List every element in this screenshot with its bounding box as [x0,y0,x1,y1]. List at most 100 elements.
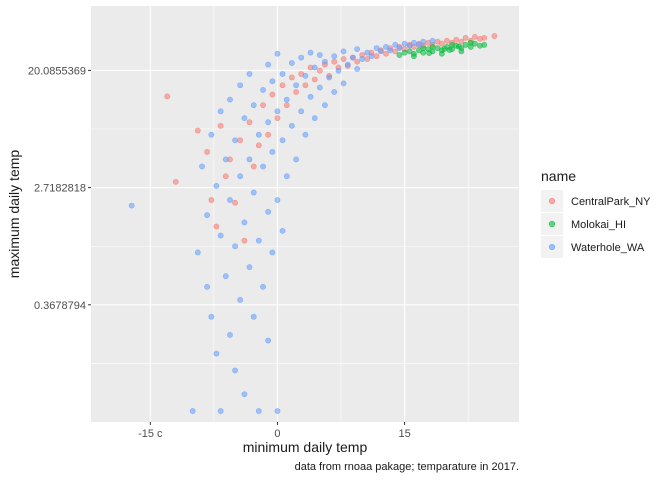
point-waterhole-wa [298,108,305,115]
point-centralpark-ny [491,33,498,39]
point-waterhole-wa [227,332,233,338]
point-waterhole-wa [208,131,215,138]
point-centralpark-ny [217,122,224,129]
y-tick-label: 20.0855369 [28,65,86,77]
point-waterhole-wa [250,102,257,109]
point-waterhole-wa [213,182,220,189]
point-molokai-hi [429,44,436,50]
point-waterhole-wa [260,163,266,170]
point-waterhole-wa [274,50,281,57]
point-molokai-hi [401,49,408,56]
point-waterhole-wa [288,122,295,129]
point-centralpark-ny [481,34,488,41]
point-centralpark-ny [354,58,361,65]
point-waterhole-wa [307,49,314,56]
point-centralpark-ny [293,89,300,95]
point-molokai-hi [438,50,445,57]
point-waterhole-wa [429,37,436,44]
point-waterhole-wa [307,93,314,100]
point-waterhole-wa [255,131,262,138]
point-centralpark-ny [208,197,215,203]
point-centralpark-ny [279,82,286,89]
point-waterhole-wa [204,283,211,290]
point-centralpark-ny [302,82,309,89]
point-waterhole-wa [241,391,248,398]
point-molokai-hi [481,41,488,48]
point-waterhole-wa [246,156,253,163]
point-waterhole-wa [311,64,318,71]
y-tick-label: 2.7182818 [34,183,86,195]
legend-key-swatch [548,220,556,228]
point-molokai-hi [426,50,433,56]
point-waterhole-wa [227,197,233,203]
point-waterhole-wa [237,82,244,89]
legend-label: Waterhole_WA [571,242,645,254]
point-centralpark-ny [283,102,290,109]
point-waterhole-wa [260,87,266,93]
point-molokai-hi [455,43,462,50]
point-waterhole-wa [387,47,394,54]
chart-caption: data from rnoaa pakage; temparature in 2… [295,461,519,473]
x-tick-label: 0 [274,428,280,440]
point-centralpark-ny [164,93,171,100]
legend-key-swatch [548,243,556,251]
point-waterhole-wa [189,408,196,414]
point-centralpark-ny [462,34,469,41]
point-waterhole-wa [232,367,238,374]
point-waterhole-wa [354,46,361,52]
point-centralpark-ny [246,119,253,126]
x-tick-label: -15 c [138,428,163,440]
point-waterhole-wa [237,297,244,303]
legend-item-waterhole-wa: Waterhole_WA [541,236,645,258]
point-centralpark-ny [260,102,266,109]
legend-label: Molokai_HI [571,219,626,231]
point-waterhole-wa [194,249,201,256]
point-centralpark-ny [265,131,272,138]
point-waterhole-wa [269,78,276,85]
point-molokai-hi [467,39,474,46]
point-waterhole-wa [213,350,220,357]
point-centralpark-ny [269,91,276,98]
point-waterhole-wa [401,40,408,47]
point-centralpark-ny [472,33,478,40]
point-molokai-hi [458,48,465,55]
point-waterhole-wa [340,48,347,55]
point-centralpark-ny [241,237,248,244]
x-tick-label: 15 [398,428,410,440]
point-molokai-hi [396,52,403,58]
point-waterhole-wa [227,96,233,103]
point-centralpark-ny [311,76,318,83]
point-waterhole-wa [283,96,290,103]
point-waterhole-wa [269,149,276,155]
point-waterhole-wa [246,71,253,77]
point-waterhole-wa [255,408,262,414]
point-waterhole-wa [204,212,211,219]
point-waterhole-wa [279,71,286,77]
point-waterhole-wa [232,243,238,250]
point-molokai-hi [441,45,448,52]
point-waterhole-wa [302,72,309,79]
point-waterhole-wa [250,189,257,196]
point-waterhole-wa [302,131,309,138]
point-centralpark-ny [255,142,262,149]
point-centralpark-ny [274,115,281,122]
major-gridlines [91,6,519,422]
y-tick-label: 0.3678794 [34,300,86,312]
point-centralpark-ny [316,67,323,74]
data-points [128,33,498,414]
point-waterhole-wa [232,137,238,144]
point-waterhole-wa [322,58,328,65]
point-waterhole-wa [335,67,342,74]
point-waterhole-wa [260,283,266,290]
point-waterhole-wa [237,173,244,180]
point-waterhole-wa [340,80,347,87]
point-waterhole-wa [396,45,403,51]
point-waterhole-wa [316,52,323,58]
x-axis-ticks: -15 c 0 15 [138,422,411,440]
point-molokai-hi [411,53,417,60]
point-waterhole-wa [406,42,413,49]
point-waterhole-wa [255,237,262,244]
point-centralpark-ny [373,53,380,60]
point-molokai-hi [462,41,469,48]
